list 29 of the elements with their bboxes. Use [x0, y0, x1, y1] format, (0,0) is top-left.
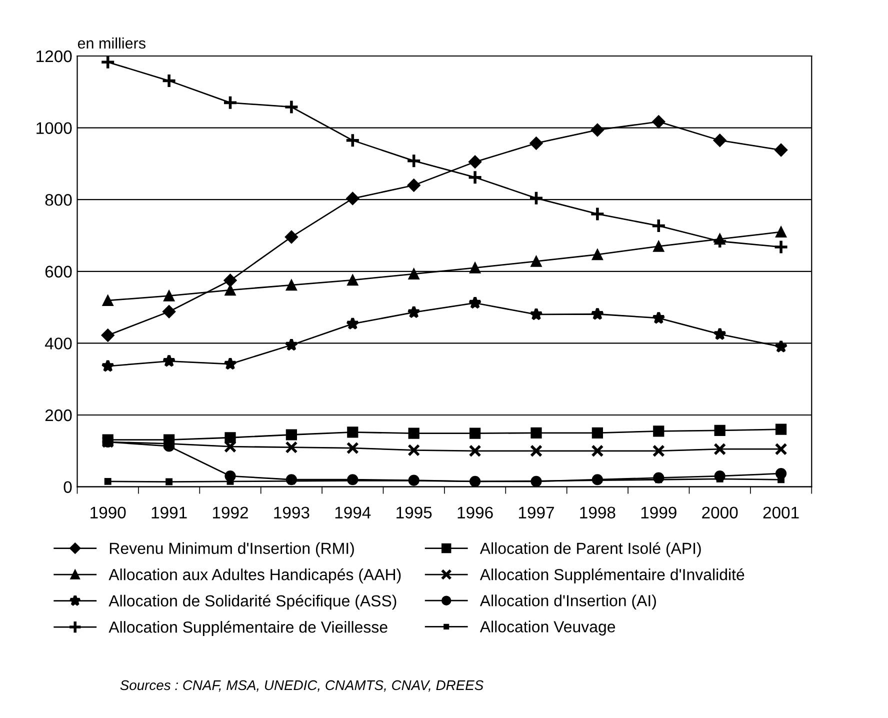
legend-label: Allocation Veuvage	[480, 620, 616, 636]
x-tick-label: 2000	[702, 506, 738, 518]
x-tick-label: 1993	[274, 506, 310, 518]
y-tick-label: 200	[45, 409, 72, 422]
x-tick-label: 1990	[90, 506, 126, 518]
legend-label: Allocation Supplémentaire de Vieillesse	[108, 620, 388, 636]
x-tick-label: 1991	[152, 506, 187, 518]
x-tick-label: 1992	[212, 506, 248, 518]
legend-label: Allocation d'Insertion (AI)	[480, 594, 656, 610]
legend-label: Allocation Supplémentaire d'Invalidité	[480, 568, 744, 584]
y-tick-label: 1200	[36, 50, 72, 62]
y-tick-label: 600	[45, 266, 72, 278]
x-tick-label: 1994	[335, 506, 371, 518]
source-note: Sources : CNAF, MSA, UNEDIC, CNAMTS, CNAV, DREES	[120, 680, 484, 692]
legend-label: Allocation de Parent Isolé (API)	[480, 542, 701, 558]
legend-label: Allocation aux Adultes Handicapés (AAH)	[108, 568, 401, 584]
y-tick-label: 0	[64, 481, 72, 494]
y-axis-title: en milliers	[78, 37, 146, 49]
y-tick-label: 400	[44, 338, 72, 350]
x-tick-label: 1999	[641, 506, 676, 518]
legend-label: Allocation de Solidarité Spécifique (ASS)	[108, 594, 396, 610]
y-tick-label: 1000	[36, 122, 72, 134]
x-tick-label: 1996	[458, 506, 493, 518]
x-tick-label: 1995	[396, 506, 432, 518]
x-tick-label: 2001	[763, 506, 799, 518]
legend-label: Revenu Minimum d'Insertion (RMI)	[110, 542, 354, 558]
x-tick-label: 1997	[518, 506, 554, 518]
x-tick-label: 1998	[580, 506, 616, 518]
y-tick-label: 800	[45, 194, 72, 206]
